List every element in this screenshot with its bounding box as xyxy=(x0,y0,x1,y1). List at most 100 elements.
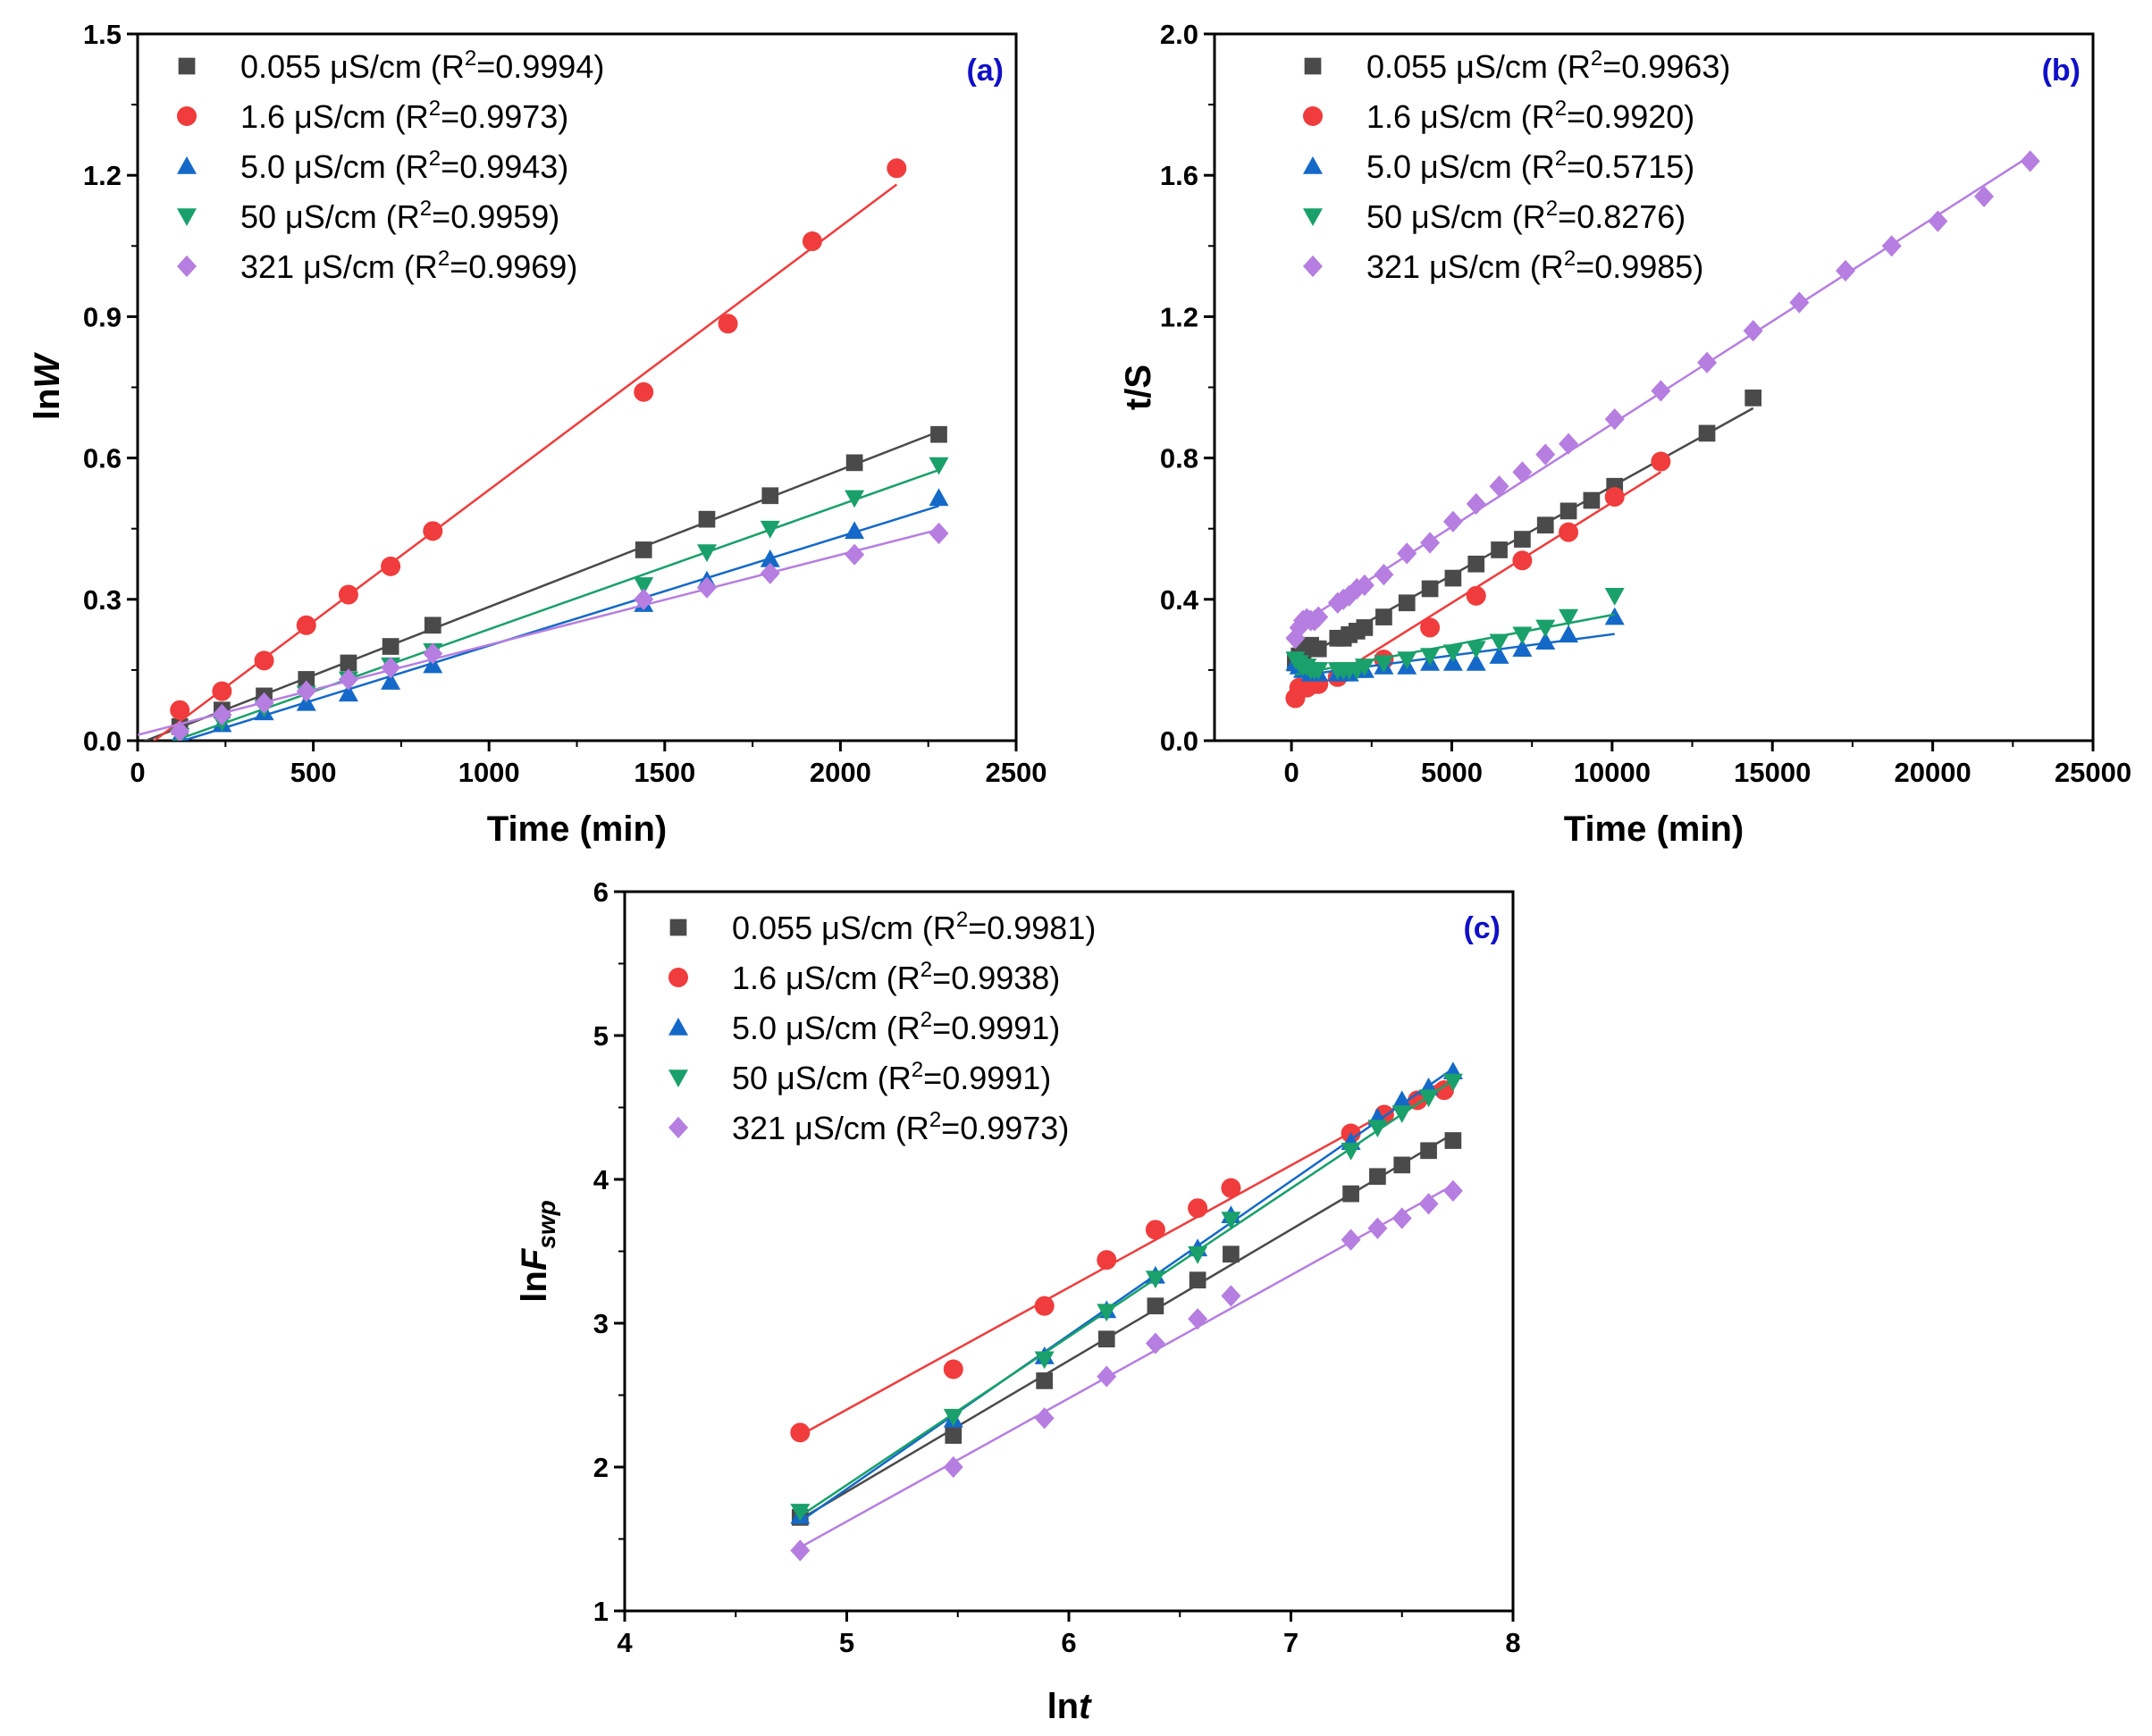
data-point xyxy=(634,577,654,595)
legend-close: ) xyxy=(1684,98,1694,135)
legend-eq: = xyxy=(1558,198,1576,235)
legend-name: 0.055 μS/cm xyxy=(732,910,913,946)
data-point xyxy=(1374,564,1394,586)
data-point xyxy=(845,543,865,566)
legend-close: ) xyxy=(1693,248,1703,285)
y-tick-label: 1.6 xyxy=(1160,160,1198,191)
data-point xyxy=(1308,606,1329,628)
legend-eq: = xyxy=(476,48,495,85)
data-point xyxy=(1559,625,1579,643)
legend-eq: = xyxy=(450,248,468,285)
legend-r2-prefix: (R xyxy=(1512,148,1555,185)
y-tick-label: 0.4 xyxy=(1160,584,1199,616)
legend-entry: 50 μS/cm (R2=0.8276) xyxy=(1366,197,1685,235)
legend-name: 0.055 μS/cm xyxy=(1366,48,1548,85)
legend-r2-value: 0.9981 xyxy=(987,910,1085,946)
legend-r2-prefix: (R xyxy=(386,148,429,185)
series-3 xyxy=(790,1073,1463,1522)
data-point xyxy=(1466,641,1486,659)
legend-r2-prefix: (R xyxy=(395,248,438,285)
data-point xyxy=(1514,531,1531,548)
data-point xyxy=(1398,594,1416,612)
legend-superscript: 2 xyxy=(920,1008,932,1032)
legend-r2-prefix: (R xyxy=(1503,198,1546,235)
y-tick-label: 1.2 xyxy=(83,160,122,191)
data-point xyxy=(423,642,443,665)
data-point xyxy=(338,584,358,605)
data-point xyxy=(1512,461,1533,483)
data-point xyxy=(170,720,190,741)
data-point xyxy=(1097,1250,1117,1271)
series-3 xyxy=(170,457,949,741)
legend-marker xyxy=(668,1018,688,1036)
data-point xyxy=(790,1422,811,1443)
x-tick-label: 6 xyxy=(1061,1627,1076,1658)
data-point xyxy=(424,616,441,634)
data-point xyxy=(212,681,232,701)
data-point xyxy=(929,522,949,545)
data-point xyxy=(1604,407,1625,431)
data-point xyxy=(1223,1245,1240,1263)
x-tick-label: 5 xyxy=(839,1627,854,1658)
legend-r2-value: 0.9959 xyxy=(450,198,549,235)
legend-r2-prefix: (R xyxy=(1548,48,1591,85)
legend-close: ) xyxy=(1049,960,1060,996)
legend-entry: 5.0 μS/cm (R2=0.5715) xyxy=(1366,147,1694,185)
data-point xyxy=(1489,475,1509,498)
data-point xyxy=(1442,1073,1463,1092)
data-point xyxy=(930,425,947,443)
legend-r2-value: 0.9943 xyxy=(459,148,558,185)
data-point xyxy=(1189,1271,1206,1289)
data-point xyxy=(718,314,738,334)
legend-entry: 321 μS/cm (R2=0.9985) xyxy=(1366,247,1703,285)
legend-marker xyxy=(668,1116,688,1139)
x-tick-label: 1000 xyxy=(458,757,520,788)
series-0 xyxy=(1287,390,1762,672)
data-point xyxy=(1034,1296,1055,1316)
series-4 xyxy=(138,522,949,741)
data-point xyxy=(1420,617,1441,638)
data-point xyxy=(943,1359,963,1380)
legend-eq: = xyxy=(441,98,459,135)
y-tick-label: 1 xyxy=(593,1596,609,1627)
legend-marker xyxy=(1303,208,1323,226)
legend-superscript: 2 xyxy=(429,147,441,171)
data-point xyxy=(1341,1143,1361,1161)
data-point xyxy=(1367,1217,1388,1239)
legend-close: ) xyxy=(1719,48,1730,85)
legend-r2-prefix: (R xyxy=(1521,248,1564,285)
data-point xyxy=(634,382,654,402)
data-point xyxy=(1744,390,1762,407)
data-point xyxy=(1536,516,1554,534)
y-tick-label: 2 xyxy=(593,1452,609,1483)
x-tick-label: 25000 xyxy=(2055,757,2131,788)
legend-name: 1.6 μS/cm xyxy=(240,98,386,135)
legend-superscript: 2 xyxy=(912,1058,923,1082)
series-0 xyxy=(791,1132,1462,1526)
data-point xyxy=(1034,1351,1055,1370)
data-point xyxy=(1221,1212,1241,1230)
legend-name: 5.0 μS/cm xyxy=(1366,148,1512,185)
legend-superscript: 2 xyxy=(1555,147,1567,171)
data-point xyxy=(1145,1332,1165,1354)
data-point xyxy=(1433,1080,1454,1101)
legend-entry: 50 μS/cm (R2=0.9959) xyxy=(240,197,559,235)
data-point xyxy=(1145,1220,1165,1240)
legend-eq: = xyxy=(1602,48,1621,85)
data-point xyxy=(1698,424,1716,442)
legend-close: ) xyxy=(567,248,577,285)
y-tick-label: 0.9 xyxy=(83,301,122,332)
y-axis-label: lnFswp xyxy=(515,1200,560,1302)
data-point xyxy=(943,1408,963,1427)
legend-close: ) xyxy=(1058,1110,1069,1146)
legend-eq: = xyxy=(932,1010,951,1046)
data-point xyxy=(1367,1120,1388,1138)
data-point xyxy=(1535,632,1556,650)
data-point xyxy=(212,703,232,726)
data-point xyxy=(1221,1285,1241,1307)
legend-close: ) xyxy=(558,148,568,185)
data-point xyxy=(1391,1090,1412,1109)
y-tick-label: 1.2 xyxy=(1160,301,1198,332)
data-point xyxy=(1466,585,1486,606)
